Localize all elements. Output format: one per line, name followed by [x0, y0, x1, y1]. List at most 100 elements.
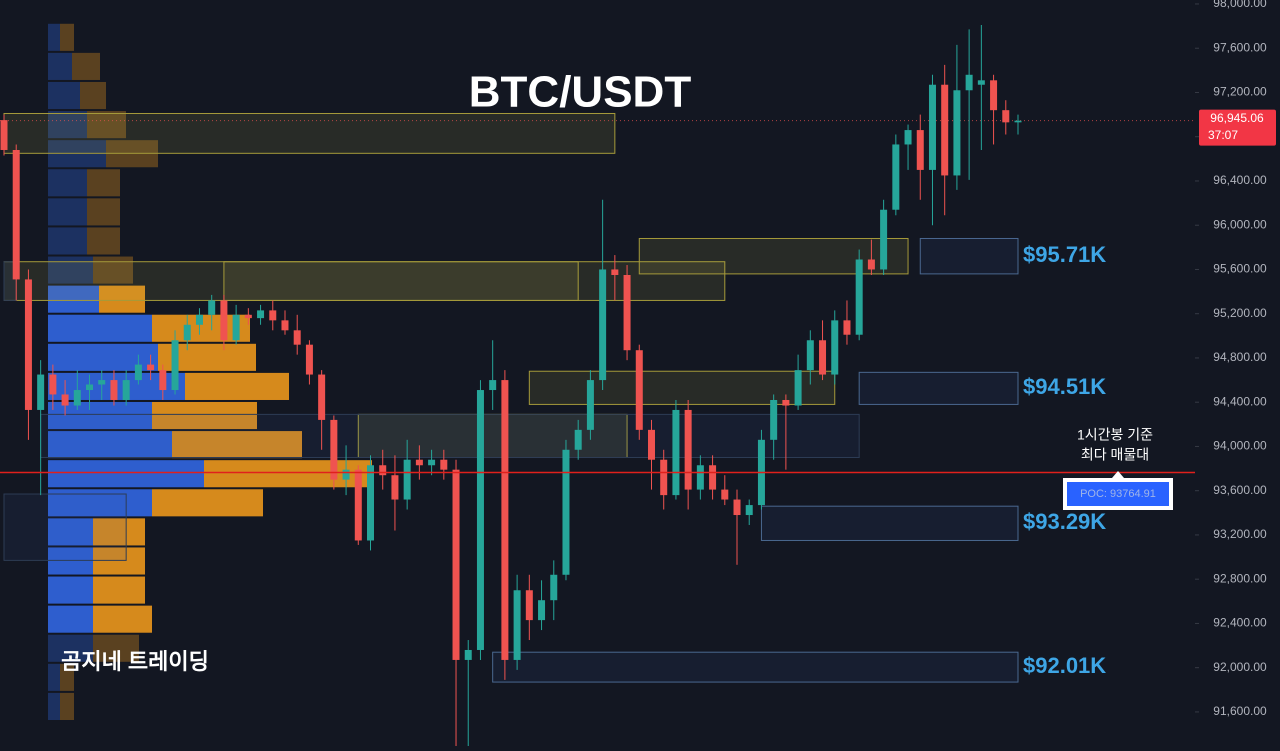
candle-body: [86, 384, 94, 391]
candle-body: [660, 459, 668, 496]
watermark: 곰지네 트레이딩: [61, 649, 209, 674]
candle-body: [318, 374, 326, 420]
y-tick-label: 95,600.00: [1213, 262, 1267, 276]
candle-body: [464, 649, 472, 660]
profile-sell: [87, 111, 126, 139]
candle-body: [538, 600, 546, 621]
last-price-tag: [1199, 109, 1276, 146]
candle-body: [623, 274, 631, 351]
profile-buy: [48, 518, 93, 546]
profile-sell: [93, 605, 152, 633]
y-tick-label: 97,600.00: [1213, 40, 1267, 54]
candle-body: [489, 380, 497, 391]
candle-body: [428, 459, 436, 466]
y-tick-label: 92,400.00: [1213, 616, 1267, 630]
poc-box-inner: [1067, 482, 1169, 506]
profile-sell: [185, 372, 289, 400]
candle-body: [1002, 110, 1010, 123]
y-tick-label: 98,000.00: [1213, 0, 1267, 10]
profile-buy: [48, 692, 60, 721]
profile-sell: [152, 401, 257, 430]
candle-body: [195, 314, 203, 325]
overlay: 98,000.0097,600.0097,200.0096,800.0096,4…: [1023, 0, 1276, 718]
candle-body: [990, 80, 998, 111]
candle-body: [12, 149, 20, 280]
level-label: $95.71K: [1023, 242, 1106, 267]
candle-body: [293, 330, 301, 345]
candle-body: [867, 259, 875, 270]
supply-zone: [223, 261, 726, 301]
profile-buy: [48, 285, 99, 313]
candle-body: [672, 409, 680, 496]
candle-body: [342, 469, 350, 480]
candle-body: [733, 499, 741, 516]
candle-body: [550, 574, 558, 601]
candle-body: [794, 370, 802, 406]
y-tick-label: 92,800.00: [1213, 571, 1267, 585]
candle-body: [819, 340, 827, 375]
candle-body: [220, 300, 228, 341]
candle-body: [709, 465, 717, 490]
profile-sell: [99, 285, 145, 313]
candle-body: [452, 469, 460, 660]
poc-note: 최다 매물대: [1081, 447, 1149, 463]
profile-buy: [48, 256, 93, 284]
candle-body: [208, 300, 216, 315]
y-tick-label: 94,400.00: [1213, 394, 1267, 408]
level-zone: [40, 413, 860, 459]
candle-body: [379, 465, 387, 476]
candle-body: [941, 84, 949, 176]
candle-body: [599, 269, 607, 381]
candle-body: [831, 320, 839, 375]
candle-body: [782, 399, 790, 406]
profile-buy: [48, 169, 87, 197]
candle-body: [501, 380, 509, 660]
candle-body: [269, 310, 277, 321]
profile-sell: [93, 576, 145, 604]
candle-body: [880, 209, 888, 270]
candle-body: [916, 130, 924, 170]
y-tick-label: 93,600.00: [1213, 483, 1267, 497]
candle-body: [367, 465, 375, 541]
candle-body: [611, 269, 619, 275]
candle-body: [440, 459, 448, 470]
candle-body: [49, 374, 57, 395]
profile-sell: [93, 547, 145, 575]
candle-body: [244, 314, 252, 319]
profile-sell: [72, 52, 100, 80]
candle-body: [770, 399, 778, 440]
profile-sell: [152, 489, 263, 517]
candle-body: [183, 324, 191, 341]
candle-body: [354, 469, 362, 541]
poc-note: 1시간봉 기준: [1077, 427, 1153, 443]
candle-body: [98, 380, 106, 385]
supply-zone: [528, 370, 836, 405]
profile-buy: [48, 23, 60, 51]
profile-sell: [93, 256, 133, 284]
candle-body: [1014, 120, 1022, 123]
candle-body: [684, 409, 692, 490]
profile-buy: [48, 547, 93, 575]
profile-sell: [87, 169, 120, 197]
level-label: $93.29K: [1023, 509, 1106, 534]
profile-sell: [60, 663, 74, 691]
candle-body: [855, 259, 863, 335]
y-tick-label: 93,200.00: [1213, 527, 1267, 541]
candle-body: [61, 394, 69, 406]
candle-body: [122, 380, 130, 400]
candle-body: [806, 340, 814, 371]
candle-body: [391, 475, 399, 500]
candle-body: [257, 310, 265, 319]
profile-sell: [80, 81, 106, 110]
y-tick-label: 91,600.00: [1213, 704, 1267, 718]
candle-body: [562, 449, 570, 575]
profile-sell: [93, 518, 145, 546]
candle-body: [574, 429, 582, 450]
candle-body: [696, 465, 704, 490]
y-tick-label: 97,200.00: [1213, 85, 1267, 99]
poc-label: POC: 93764.91: [1080, 488, 1156, 500]
candle-body: [525, 590, 533, 621]
profile-buy: [48, 198, 87, 226]
profile-buy: [48, 663, 60, 691]
